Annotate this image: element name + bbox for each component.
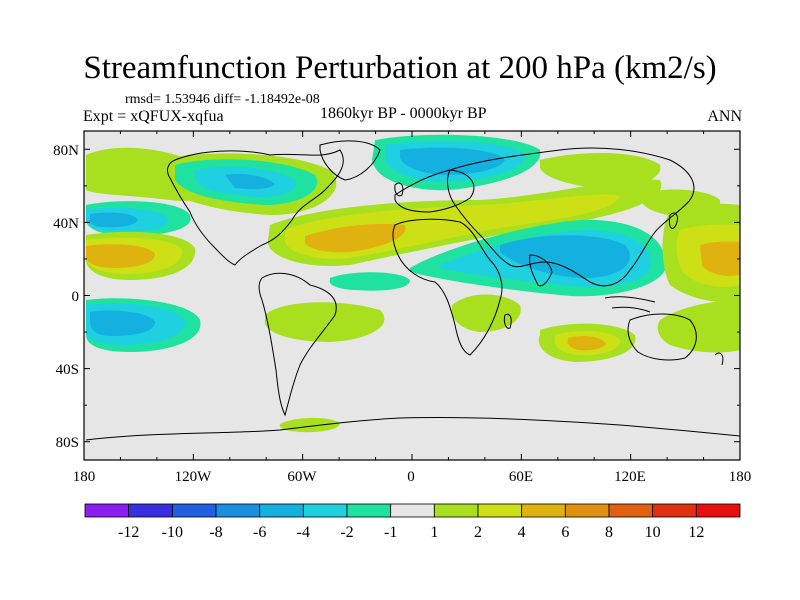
contour-australia-green bbox=[657, 300, 740, 353]
colorbar-label: -12 bbox=[118, 524, 139, 541]
colorbar-swatch bbox=[695, 503, 741, 518]
coastline-antarctica bbox=[85, 416, 740, 441]
colorbar-swatch bbox=[259, 503, 304, 518]
contour-asia-blue bbox=[500, 235, 631, 278]
colorbar-label: -10 bbox=[162, 524, 183, 541]
coastline-asia bbox=[447, 147, 695, 287]
lat-tick-label: 40N bbox=[53, 216, 79, 232]
contour-arctic-blue bbox=[400, 147, 505, 175]
colorbar-swatch bbox=[521, 503, 566, 518]
contour-asia-north-green bbox=[540, 153, 661, 189]
coastline-north-america bbox=[167, 149, 344, 266]
colorbar-label: 6 bbox=[561, 524, 569, 541]
lon-tick-label: 60W bbox=[287, 469, 317, 485]
colorbar-label: 1 bbox=[430, 524, 438, 541]
coastline-south-america bbox=[258, 272, 337, 417]
lat-tick-label: 0 bbox=[72, 289, 80, 305]
colorbar-swatch bbox=[608, 503, 654, 518]
contour-pacific-japan-orange bbox=[700, 241, 740, 276]
colorbar-label: 2 bbox=[474, 524, 482, 541]
lon-axis: 180 120W 60W 0 60E 120E 180 bbox=[73, 469, 752, 485]
coastline-australia bbox=[627, 313, 697, 361]
colorbar-label: -8 bbox=[209, 524, 222, 541]
coastline-indonesia bbox=[604, 296, 656, 313]
contour-indian-south-orange bbox=[567, 336, 606, 351]
colorbar-label: 10 bbox=[645, 524, 661, 541]
contour-ne-asia-green bbox=[640, 189, 721, 217]
colorbar-swatch bbox=[390, 503, 435, 518]
lon-tick-label: 180 bbox=[729, 469, 752, 485]
coastline-greenland bbox=[319, 140, 381, 181]
lon-tick-label: 120W bbox=[175, 469, 213, 485]
axis-ticks bbox=[83, 131, 741, 460]
colorbar-swatch bbox=[652, 503, 697, 518]
lat-tick-label: 80N bbox=[53, 143, 79, 159]
lat-tick-label: 40S bbox=[56, 362, 79, 378]
contour-fields bbox=[86, 134, 740, 433]
stats-label: rmsd= 1.53946 diff= -1.18492e-08 bbox=[125, 92, 320, 107]
contour-south-atlantic-teal bbox=[329, 272, 410, 291]
contour-pacific-nh-orange bbox=[86, 244, 155, 268]
contour-africa-south-green bbox=[451, 294, 521, 332]
colorbar-label: -1 bbox=[384, 524, 397, 541]
colorbar-swatch bbox=[128, 503, 173, 518]
lon-tick-label: 120E bbox=[614, 469, 646, 485]
coastline-europe bbox=[394, 169, 475, 213]
colorbar-swatch bbox=[346, 503, 392, 518]
colorbar-swatch bbox=[564, 503, 610, 518]
lon-tick-label: 60E bbox=[509, 469, 533, 485]
experiment-label: Expt = xQFUX-xqfua bbox=[83, 108, 224, 125]
colorbar-swatch bbox=[84, 503, 130, 518]
coastlines bbox=[85, 140, 740, 441]
colorbar-swatch bbox=[433, 503, 479, 518]
contour-south-pacific-blue bbox=[90, 310, 155, 336]
colorbar-label: 4 bbox=[518, 524, 526, 541]
lon-tick-label: 0 bbox=[407, 469, 415, 485]
coastline-japan bbox=[669, 212, 678, 229]
coastline-madagascar bbox=[503, 313, 512, 329]
lon-tick-label: 180 bbox=[73, 469, 96, 485]
contour-canada-blue bbox=[225, 174, 275, 190]
map-title: Streamfunction Perturbation at 200 hPa (… bbox=[83, 50, 717, 86]
colorbar-label: 8 bbox=[605, 524, 613, 541]
contour-atlantic-orange bbox=[304, 223, 406, 253]
colorbar bbox=[84, 503, 741, 518]
season-label: ANN bbox=[707, 108, 742, 125]
colorbar-swatch bbox=[477, 503, 523, 518]
colorbar-label: 12 bbox=[688, 524, 704, 541]
colorbar-labels: -12 -10 -8 -6 -4 -2 -1 1 2 4 6 8 10 12 bbox=[118, 524, 704, 541]
coastline-uk bbox=[394, 182, 404, 197]
colorbar-swatch bbox=[171, 503, 217, 518]
coastline-new-zealand bbox=[714, 352, 724, 366]
contour-east-pacific-blue bbox=[89, 212, 138, 228]
coastline-africa bbox=[392, 218, 503, 356]
colorbar-swatch bbox=[215, 503, 261, 518]
lat-tick-label: 80S bbox=[56, 435, 79, 451]
colorbar-label: -4 bbox=[297, 524, 310, 541]
coastline-india bbox=[529, 254, 553, 287]
lat-axis: 80N 40N 0 40S 80S bbox=[53, 143, 79, 451]
colorbar-swatch bbox=[302, 503, 348, 518]
colorbar-label: -6 bbox=[253, 524, 266, 541]
colorbar-label: -2 bbox=[340, 524, 353, 541]
contour-south-america-green bbox=[264, 302, 385, 342]
period-label: 1860kyr BP - 0000kyr BP bbox=[320, 105, 487, 122]
